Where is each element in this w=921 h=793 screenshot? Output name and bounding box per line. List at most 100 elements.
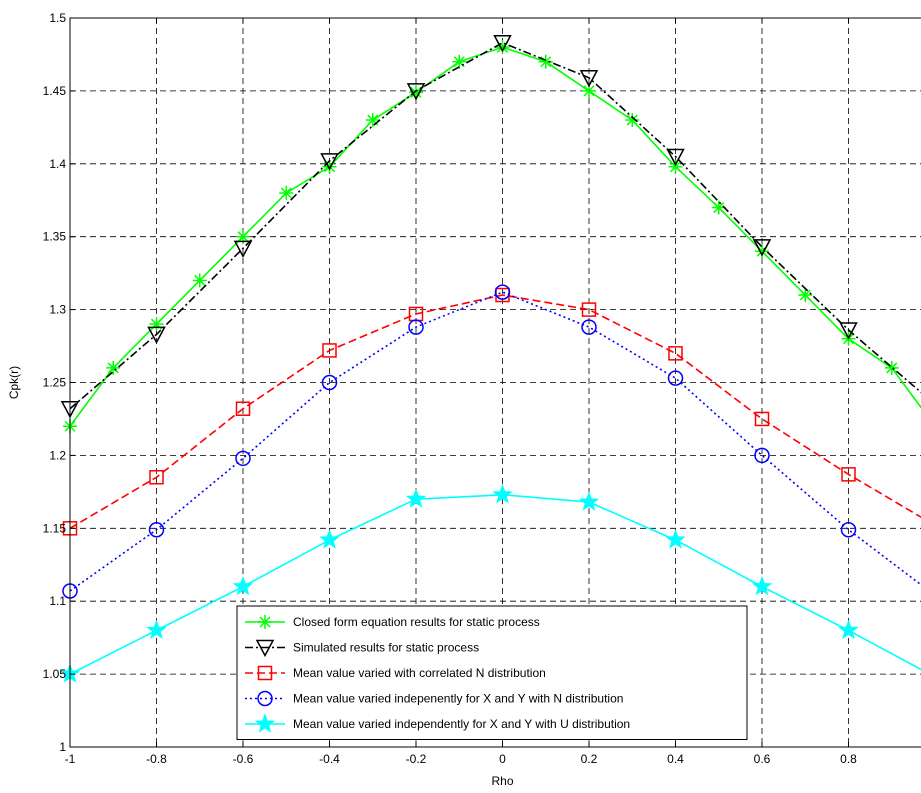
- axis-ticks: -1-0.8-0.6-0.4-0.200.20.40.60.8111.051.1…: [43, 11, 858, 766]
- y-tick-label: 1.25: [43, 376, 67, 390]
- data-point: [752, 239, 772, 257]
- y-tick-label: 1.15: [43, 521, 67, 535]
- y-axis-label: Cpk(r): [7, 366, 21, 399]
- data-point: [408, 319, 424, 335]
- legend-marker: [257, 665, 273, 681]
- data-point: [149, 470, 164, 485]
- data-point: [365, 113, 380, 128]
- legend-item: Mean value varied indepenently for X and…: [245, 690, 623, 707]
- data-point: [665, 529, 686, 549]
- x-axis-label: Rho: [491, 774, 513, 788]
- legend-marker: [257, 690, 273, 707]
- data-point: [495, 40, 510, 55]
- data-point: [319, 529, 340, 549]
- data-point: [494, 284, 511, 300]
- data-point: [106, 360, 121, 375]
- series-2: [60, 35, 921, 419]
- legend-label: Mean value varied with correlated N dist…: [293, 666, 546, 680]
- data-point: [538, 54, 553, 69]
- y-tick-label: 1.35: [43, 230, 67, 244]
- data-point: [751, 575, 773, 596]
- data-point: [668, 159, 683, 174]
- legend-item: Mean value varied with correlated N dist…: [245, 665, 546, 681]
- data-point: [236, 229, 250, 244]
- legend-label: Mean value varied independently for X an…: [293, 717, 630, 731]
- data-point: [666, 148, 685, 167]
- x-tick-label: 0.8: [840, 752, 857, 766]
- y-tick-label: 1.5: [49, 11, 66, 25]
- legend-box: [236, 605, 748, 740]
- data-point: [754, 447, 770, 464]
- data-point: [192, 273, 207, 288]
- data-point: [409, 85, 423, 100]
- x-tick-label: 0: [499, 752, 506, 766]
- y-tick-label: 1.4: [49, 157, 66, 171]
- data-point: [578, 491, 600, 511]
- legend-label: Closed form equation results for static …: [293, 615, 540, 629]
- data-point: [493, 35, 512, 53]
- data-point: [755, 244, 769, 259]
- data-point: [452, 54, 467, 69]
- data-point: [840, 522, 857, 538]
- data-point: [884, 360, 899, 375]
- data-point: [232, 575, 254, 596]
- series-line: [69, 294, 921, 529]
- x-tick-label: -1: [65, 752, 76, 766]
- data-point: [711, 200, 726, 215]
- data-point: [406, 83, 426, 101]
- legend-label: Simulated results for static process: [293, 641, 479, 655]
- legend-marker: [255, 639, 275, 658]
- legend-item: Closed form equation results for static …: [245, 615, 540, 629]
- data-point: [582, 83, 596, 98]
- data-point: [625, 113, 640, 128]
- data-point: [581, 319, 597, 335]
- y-tick-label: 1: [59, 740, 66, 754]
- y-tick-label: 1.45: [43, 84, 67, 98]
- plot-series: [59, 35, 921, 683]
- data-point: [579, 70, 599, 88]
- data-point: [668, 346, 683, 361]
- x-tick-label: -0.6: [233, 752, 254, 766]
- legend-marker: [258, 615, 272, 629]
- data-point: [841, 467, 856, 482]
- data-point: [838, 619, 859, 640]
- series-line: [69, 291, 921, 592]
- data-point: [321, 374, 338, 391]
- legend-item: Simulated results for static process: [245, 639, 479, 658]
- y-tick-label: 1.2: [49, 448, 66, 462]
- data-point: [492, 484, 513, 504]
- data-point: [279, 185, 294, 200]
- x-tick-label: -0.4: [319, 752, 340, 766]
- legend-item: Mean value varied independently for X an…: [245, 713, 630, 733]
- y-tick-label: 1.05: [43, 667, 67, 681]
- data-point: [322, 159, 337, 174]
- grid: [70, 18, 921, 747]
- x-tick-label: 0.2: [581, 752, 598, 766]
- data-point: [235, 450, 251, 467]
- y-tick-label: 1.3: [49, 303, 66, 317]
- data-point: [667, 370, 684, 386]
- x-tick-label: 0.6: [754, 752, 771, 766]
- data-point: [149, 317, 164, 332]
- legend: Closed form equation results for static …: [236, 605, 748, 740]
- y-tick-label: 1.1: [49, 594, 66, 608]
- series-5: [59, 484, 921, 683]
- data-point: [233, 240, 253, 258]
- data-point: [147, 326, 166, 344]
- legend-marker: [254, 713, 276, 733]
- x-tick-label: 0.4: [667, 752, 684, 766]
- data-point: [754, 411, 770, 427]
- series-4: [62, 284, 921, 599]
- x-tick-label: -0.2: [406, 752, 427, 766]
- data-point: [405, 488, 427, 508]
- data-point: [322, 343, 337, 358]
- legend-label: Mean value varied indepenently for X and…: [293, 692, 623, 706]
- data-point: [235, 401, 251, 416]
- data-point: [320, 153, 339, 171]
- series-line: [69, 41, 921, 410]
- data-point: [581, 302, 597, 317]
- data-point: [798, 288, 813, 303]
- data-point: [146, 619, 167, 640]
- data-point: [839, 322, 858, 340]
